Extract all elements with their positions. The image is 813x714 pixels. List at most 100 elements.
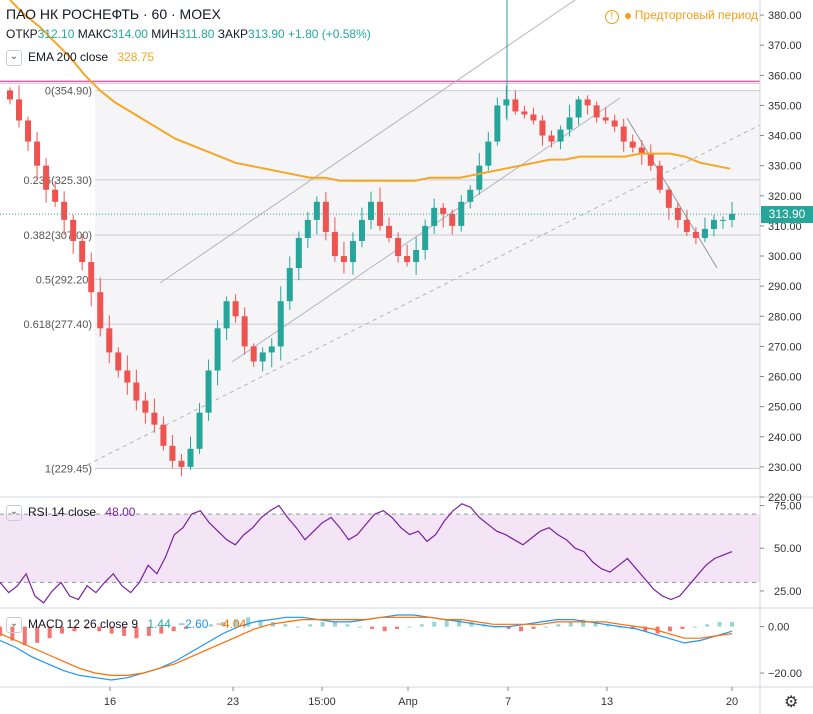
macd-histogram-bar (159, 626, 164, 634)
candle-body (584, 99, 591, 106)
macd-histogram-bar (407, 626, 412, 628)
candle-body (404, 256, 411, 263)
rsi-axis-label: 75.00 (774, 501, 802, 513)
candle-body (521, 111, 528, 115)
macd-histogram-bar (208, 624, 213, 627)
macd-histogram-bar (370, 626, 375, 629)
macd-histogram-bar (469, 621, 474, 627)
time-axis-label: 15:00 (308, 696, 336, 708)
open-value: 312.10 (37, 27, 75, 41)
collapse-chevron-icon[interactable]: ⌄ (6, 50, 22, 66)
macd-histogram-bar (60, 626, 65, 634)
candle-body (611, 120, 618, 127)
macd-histogram-bar (382, 626, 387, 632)
gear-icon[interactable]: ⚙ (784, 694, 799, 711)
time-axis-label: Апр (398, 696, 417, 708)
candle-body (259, 352, 266, 362)
last-price-tag: 313.90 (761, 206, 813, 224)
candle-body (701, 228, 708, 238)
close-value: 313.90 (248, 27, 285, 41)
candle-body (719, 219, 726, 221)
macd-line-value: −2.60 (178, 617, 209, 632)
candle-body (196, 412, 203, 449)
candle-body (340, 256, 347, 263)
candle-body (665, 189, 672, 208)
collapse-chevron-icon[interactable]: ⌄ (6, 505, 22, 521)
candle-body (422, 225, 429, 251)
macd-histogram-bar (22, 626, 27, 646)
candle-body (638, 147, 645, 154)
macd-axis-label: −20.00 (768, 668, 802, 680)
macd-histogram-bar (730, 621, 734, 627)
price-axis-label: 240.00 (768, 432, 802, 444)
candle-body (304, 219, 311, 238)
ema-value: 328.75 (117, 50, 155, 65)
candle-body (358, 219, 365, 241)
macd-histogram-bar (444, 619, 449, 627)
candle-body (449, 213, 456, 226)
candle-body (286, 268, 293, 302)
ema-legend[interactable]: ⌄ EMA 200 close 328.75 (6, 50, 154, 66)
time-axis-label: 16 (104, 696, 116, 708)
macd-histogram-bar (630, 626, 635, 629)
candle-body (313, 201, 320, 220)
candle-body (214, 328, 221, 371)
price-axis-label: 350.00 (768, 100, 802, 112)
macd-histogram-bar (134, 626, 139, 639)
candle-body (178, 460, 185, 467)
macd-histogram-bar (146, 626, 151, 636)
macd-histogram-bar (295, 626, 300, 628)
price-axis-label: 320.00 (768, 191, 802, 203)
macd-histogram-bar (519, 626, 524, 632)
premarket-indicator[interactable]: ! Предторговый период (604, 8, 758, 24)
candle-body (593, 105, 600, 118)
candle-body (295, 237, 302, 269)
macd-histogram-bar (258, 619, 263, 627)
candle-body (656, 165, 663, 190)
candle-body (530, 114, 537, 121)
candle-body (70, 219, 77, 241)
rsi-axis-label: 25.00 (774, 586, 802, 598)
collapse-chevron-icon[interactable]: ⌄ (6, 617, 22, 633)
macd-histogram-bar (233, 619, 238, 627)
candle-body (692, 231, 699, 238)
fib-level-label: 0.618(277.40) (24, 319, 93, 331)
channel-line (159, 0, 576, 284)
candle-body (142, 400, 149, 413)
macd-histogram-bar (97, 626, 102, 632)
candle-body (539, 120, 546, 136)
candle-body (241, 316, 248, 347)
rsi-legend[interactable]: ⌄ RSI 14 close 48.00 (6, 505, 135, 521)
ema200-line (9, 0, 731, 182)
macd-histogram-bar (680, 626, 685, 629)
candle-body (431, 207, 438, 226)
candle-body (440, 207, 447, 214)
macd-legend[interactable]: ⌄ MACD 12 26 close 9 1.44 −2.60 −4.04 (6, 617, 246, 633)
macd-pane (0, 614, 734, 681)
macd-histogram-bar (10, 626, 15, 641)
candle-body (250, 346, 257, 362)
status-dot-icon (624, 12, 631, 19)
price-axis-label: 380.00 (768, 10, 802, 22)
candle-body (61, 201, 68, 220)
macd-histogram-bar (556, 624, 561, 627)
symbol-title[interactable]: ПАО НК РОСНЕФТЬ · 60 · MOEX (6, 6, 221, 22)
fib-level-label: 1(229.45) (45, 464, 92, 476)
candle-body (575, 99, 582, 118)
candle-body (160, 424, 167, 446)
macd-histogram-bar (320, 621, 325, 627)
macd-histogram-bar (122, 626, 127, 636)
price-axis-label: 250.00 (768, 402, 802, 414)
candle-body (97, 292, 104, 329)
candle-body (151, 412, 158, 425)
candle-body (485, 141, 492, 166)
price-axis-label: 330.00 (768, 161, 802, 173)
fib-level-label: 0(354.90) (45, 86, 92, 98)
macd-histogram-bar (246, 617, 251, 627)
candle-body (52, 189, 59, 202)
candle-body (7, 90, 13, 100)
macd-histogram-bar (581, 619, 586, 627)
candle-body (187, 448, 194, 467)
